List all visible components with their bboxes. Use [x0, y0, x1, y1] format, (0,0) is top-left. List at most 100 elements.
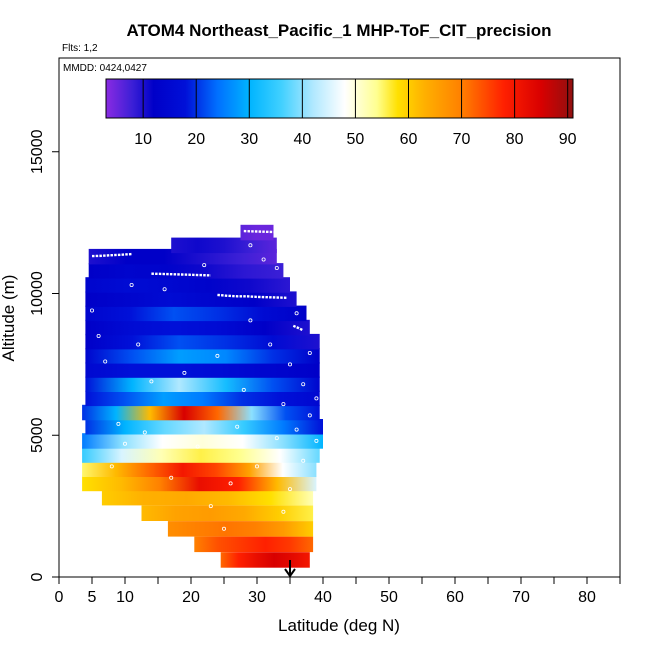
- y-tick-label: 15000: [29, 129, 46, 174]
- x-tick-label: 50: [380, 589, 398, 606]
- scatter-point: [215, 353, 220, 358]
- scatter-point: [287, 487, 292, 492]
- flight-track: [292, 324, 304, 332]
- scatter-point: [90, 308, 95, 313]
- scatter-point: [182, 370, 187, 375]
- scatter-point: [123, 441, 128, 446]
- heatmap-band: [85, 333, 320, 350]
- scatter-point: [307, 413, 312, 418]
- scatter-point: [294, 311, 299, 316]
- scatter-point: [307, 350, 312, 355]
- colorbar-tick-label: 70: [453, 131, 471, 148]
- scatter-point: [301, 458, 306, 463]
- colorbar-tick-label: 60: [400, 131, 418, 148]
- flight-track: [217, 293, 287, 299]
- heatmap-band: [101, 489, 314, 506]
- scatter-point: [162, 287, 167, 292]
- y-tick-label: 10000: [29, 271, 46, 316]
- scatter-point: [314, 396, 319, 401]
- marker-head: [284, 568, 296, 578]
- heatmap-band: [85, 277, 291, 293]
- x-tick-label: 70: [512, 589, 530, 606]
- scatter-points: [90, 243, 319, 531]
- scatter-point: [241, 387, 246, 392]
- scatter-point: [235, 424, 240, 429]
- scatter-point: [221, 526, 226, 531]
- heatmap-band: [85, 305, 307, 322]
- x-tick-label: 20: [182, 589, 200, 606]
- colorbar-tick-label: 80: [506, 131, 524, 148]
- scatter-point: [149, 379, 154, 384]
- heatmap-band: [82, 404, 320, 421]
- heatmap-band: [88, 263, 284, 279]
- flight-tracks: [91, 229, 304, 332]
- scatter-point: [254, 464, 259, 469]
- heatmap-band: [85, 390, 320, 407]
- heatmap-band: [220, 552, 310, 568]
- colorbar-tick-label: 30: [240, 131, 258, 148]
- heatmap-band: [82, 447, 320, 463]
- scatter-point: [202, 263, 207, 268]
- scatter-point: [301, 382, 306, 387]
- heatmap-band: [194, 536, 314, 553]
- colorbar: 10 20 30 40 50 60 70 80 90: [105, 78, 577, 148]
- scatter-point: [136, 342, 141, 347]
- x-tick-label: 0: [55, 589, 64, 606]
- scatter-point: [228, 481, 233, 486]
- scatter-point: [169, 475, 174, 480]
- heatmap-band: [85, 319, 310, 336]
- colorbar-tick-label: 40: [293, 131, 311, 148]
- scatter-point: [96, 333, 101, 338]
- heatmap-band: [167, 521, 314, 537]
- heatmap-bands: [82, 224, 324, 568]
- x-tick-label: 80: [578, 589, 596, 606]
- scatter-point: [268, 342, 273, 347]
- colorbar-tick-label: 10: [134, 131, 152, 148]
- y-tick-label: 0: [29, 572, 46, 581]
- scatter-point: [129, 282, 134, 287]
- heatmap-band: [82, 475, 317, 492]
- x-axis: 0 5 10 20 30 40 50 60 70 80: [55, 577, 621, 606]
- heatmap-band: [85, 376, 320, 392]
- flight-track: [91, 252, 132, 258]
- colorbar-tick-label: 50: [347, 131, 365, 148]
- scatter-point: [281, 402, 286, 407]
- scatter-point: [314, 438, 319, 443]
- scatter-point: [248, 318, 253, 323]
- scatter-point: [195, 444, 200, 449]
- plot-frame: [58, 57, 621, 578]
- scatter-point: [294, 427, 299, 432]
- x-axis-label: Latitude (deg N): [278, 616, 400, 635]
- heatmap-band: [82, 433, 323, 449]
- flights-label: Flts: 1,2: [62, 43, 98, 54]
- scatter-point: [281, 509, 286, 514]
- heatmap-band: [141, 505, 314, 521]
- heatmap-band: [85, 291, 297, 307]
- colorbar-tick-label: 20: [187, 131, 205, 148]
- chart-title: ATOM4 Northeast_Pacific_1 MHP-ToF_CIT_pr…: [126, 21, 551, 40]
- heatmap-band: [171, 237, 277, 254]
- heatmap-band: [85, 362, 320, 378]
- scatter-point: [116, 421, 121, 426]
- y-axis: 0 5000 10000 15000: [29, 129, 59, 581]
- x-tick-label: 30: [248, 589, 266, 606]
- colorbar-ramp: [105, 78, 574, 119]
- scatter-point: [103, 359, 108, 364]
- flight-track: [151, 272, 211, 277]
- x-tick-label: 40: [314, 589, 332, 606]
- scatter-point: [142, 430, 147, 435]
- scatter-point: [274, 436, 279, 441]
- y-axis-label: Altitude (m): [0, 275, 18, 362]
- scatter-point: [248, 243, 253, 248]
- scatter-point: [274, 265, 279, 270]
- heatmap-band: [85, 348, 320, 364]
- scatter-point: [261, 257, 266, 262]
- colorbar-tick-label: 90: [559, 131, 577, 148]
- heatmap-band: [85, 419, 324, 435]
- flight-track: [243, 229, 274, 234]
- x-tick-label: 60: [446, 589, 464, 606]
- latitude-marker-arrow-icon: [284, 559, 296, 578]
- y-tick-label: 5000: [29, 417, 46, 453]
- scatter-point: [109, 464, 114, 469]
